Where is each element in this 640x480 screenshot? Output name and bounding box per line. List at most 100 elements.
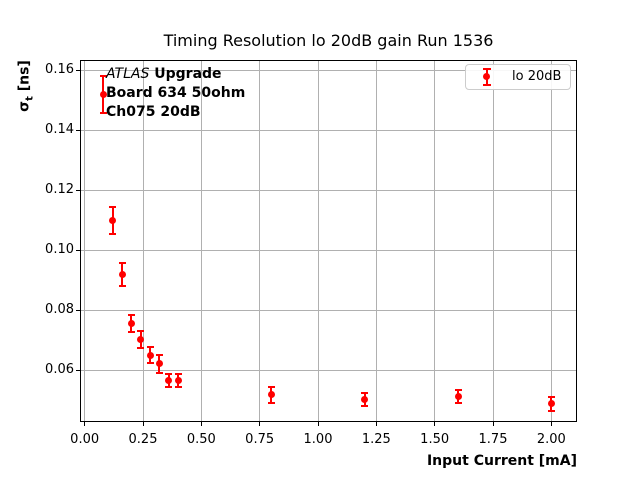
data-point-marker: [454, 393, 462, 401]
y-tick-mark: [76, 309, 80, 311]
errorbar-cap-top: [109, 206, 117, 209]
x-gridline: [200, 60, 202, 422]
y-gridline: [80, 369, 577, 371]
errorbar-cap-bottom: [174, 385, 182, 388]
x-tick-mark: [434, 422, 436, 426]
errorbar-cap-bottom: [454, 402, 462, 405]
errorbar-cap-top: [137, 330, 145, 333]
x-gridline: [375, 60, 377, 422]
data-point-marker: [165, 377, 173, 385]
x-tick-label: 0.25: [128, 432, 158, 447]
data-point-marker: [361, 396, 369, 404]
y-tick-label: 0.10: [45, 242, 74, 258]
data-point-marker: [267, 391, 275, 399]
annotation-line-3: Ch075 20dB: [106, 104, 201, 120]
data-point-marker: [547, 400, 555, 408]
data-point-marker: [109, 217, 117, 225]
data-point-marker: [127, 320, 135, 328]
y-gridline: [80, 69, 577, 71]
legend-marker-dot: [483, 73, 490, 80]
data-point-marker: [118, 271, 126, 279]
x-tick-label: 0.50: [186, 432, 216, 447]
y-tick-mark: [76, 189, 80, 191]
data-point-marker: [155, 360, 163, 368]
x-tick-mark: [200, 422, 202, 426]
chart-title: Timing Resolution lo 20dB gain Run 1536: [163, 31, 494, 50]
errorbar-cap-bottom: [146, 362, 154, 365]
errorbar-cap-bottom: [137, 346, 145, 349]
y-tick-mark: [76, 69, 80, 71]
x-gridline: [550, 60, 552, 422]
errorbar-cap-top: [547, 395, 555, 398]
x-tick-mark: [317, 422, 319, 426]
x-tick-mark: [84, 422, 86, 426]
errorbar-cap-bottom: [267, 401, 275, 404]
y-tick-label: 0.12: [45, 182, 74, 198]
errorbar-cap-top: [118, 262, 126, 265]
x-tick-label: 0.75: [245, 432, 275, 447]
x-gridline: [142, 60, 144, 422]
errorbar-cap-bottom: [361, 405, 369, 408]
errorbar-cap-top: [454, 388, 462, 391]
y-tick-mark: [76, 129, 80, 131]
legend-errorbar-cap-bottom: [483, 84, 491, 86]
y-axis-label-symbol: σ: [16, 100, 33, 112]
x-tick-label: 2.00: [536, 432, 566, 447]
x-tick-label: 1.25: [361, 432, 391, 447]
annotation-upgrade-text: Upgrade: [149, 66, 222, 82]
x-gridline: [317, 60, 319, 422]
data-point-marker: [99, 90, 107, 98]
x-tick-mark: [259, 422, 261, 426]
data-point-marker: [146, 351, 154, 359]
y-gridline: [80, 189, 577, 191]
errorbar-cap-top: [146, 346, 154, 349]
legend-label: lo 20dB: [512, 69, 562, 84]
y-gridline: [80, 129, 577, 131]
errorbar-cap-bottom: [118, 284, 126, 287]
errorbar-cap-bottom: [127, 331, 135, 334]
y-tick-label: 0.16: [45, 62, 74, 78]
x-gridline: [259, 60, 261, 422]
errorbar-cap-bottom: [109, 233, 117, 236]
y-tick-label: 0.14: [45, 122, 74, 138]
x-tick-mark: [142, 422, 144, 426]
y-tick-label: 0.08: [45, 302, 74, 318]
errorbar-cap-top: [127, 314, 135, 317]
errorbar-cap-top: [99, 74, 107, 77]
annotation: ATLAS Upgrade Board 634 50ohm Ch075 20dB: [106, 65, 245, 122]
x-gridline: [434, 60, 436, 422]
annotation-line-2: Board 634 50ohm: [106, 85, 246, 101]
errorbar-cap-top: [267, 385, 275, 388]
y-gridline: [80, 249, 577, 251]
x-tick-label: 0.00: [70, 432, 100, 447]
data-point-marker: [174, 377, 182, 385]
x-tick-label: 1.50: [420, 432, 450, 447]
annotation-atlas-text: ATLAS: [106, 66, 150, 82]
x-tick-label: 1.75: [478, 432, 508, 447]
x-tick-label: 1.00: [303, 432, 333, 447]
x-gridline: [84, 60, 86, 422]
legend-errorbar-cap-top: [483, 68, 491, 70]
errorbar-cap-bottom: [547, 409, 555, 412]
errorbar-cap-top: [361, 392, 369, 395]
y-tick-label: 0.06: [45, 362, 74, 378]
errorbar-cap-bottom: [155, 371, 163, 374]
legend: lo 20dB: [465, 64, 571, 90]
errorbar-cap-top: [174, 373, 182, 376]
data-point-marker: [137, 336, 145, 344]
x-tick-mark: [375, 422, 377, 426]
y-axis-label: σt [ns]: [17, 60, 36, 112]
errorbar-cap-bottom: [165, 385, 173, 388]
y-axis-label-subscript: t: [24, 96, 36, 101]
y-tick-mark: [76, 249, 80, 251]
x-gridline: [492, 60, 494, 422]
x-tick-mark: [550, 422, 552, 426]
errorbar-cap-top: [155, 353, 163, 356]
y-axis-label-unit: [ns]: [16, 60, 33, 97]
errorbar-cap-top: [165, 373, 173, 376]
y-gridline: [80, 309, 577, 311]
errorbar-cap-bottom: [99, 112, 107, 115]
x-tick-mark: [492, 422, 494, 426]
x-axis-label: Input Current [mA]: [426, 453, 577, 469]
